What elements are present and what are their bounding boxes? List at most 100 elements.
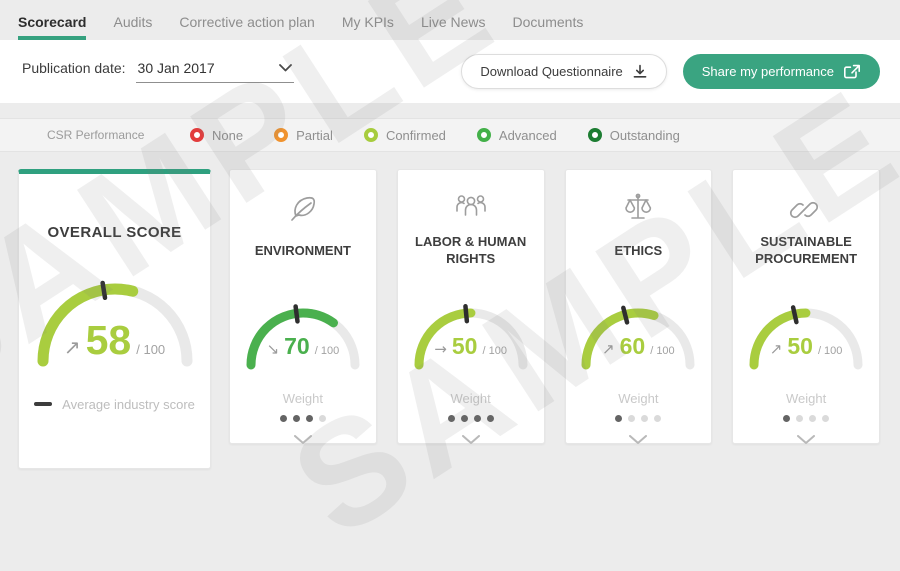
expand-card-button[interactable]: [398, 435, 544, 444]
trend-flat-icon: →: [434, 340, 447, 358]
ethics-score-value: 60: [619, 333, 646, 359]
average-industry-score-legend: Average industry score: [19, 397, 210, 412]
trend-down-icon: ↘: [266, 340, 280, 358]
overall-score-title: OVERALL SCORE: [47, 224, 182, 241]
legend-label: Advanced: [498, 127, 557, 143]
leaf-icon: [230, 189, 376, 227]
link-icon: [733, 189, 879, 227]
weight-dot: [460, 415, 468, 422]
legend-label: Partial: [296, 127, 333, 143]
publication-date-label: Publication date:: [22, 60, 126, 76]
sustainable-procurement-score-value: 50: [787, 333, 813, 359]
environment-card: ENVIRONMENT ↘ 70 / 100 Weight: [229, 169, 377, 444]
sustainable-procurement-score-denominator: / 100: [817, 345, 843, 357]
average-score-label: Average industry score: [62, 396, 195, 412]
legend-items: None Partial Confirmed Advanced Outstand…: [190, 128, 680, 143]
weight-dot: [615, 415, 623, 422]
weight-dot: [305, 415, 313, 422]
environment-title: ENVIRONMENT: [254, 242, 351, 258]
weight-dot: [641, 415, 649, 422]
labor-gauge: → 50 / 100: [409, 295, 533, 375]
tab-scorecard[interactable]: Scorecard: [18, 14, 87, 40]
ethics-score-row: ↗ 60 / 100: [576, 333, 700, 360]
share-performance-label: Share my performance: [701, 64, 834, 79]
ethics-card: ETHICS ↗ 60 / 100 Weight: [564, 169, 713, 444]
environment-score-row: ↘ 70 / 100: [241, 333, 365, 360]
legend-label: Confirmed: [385, 127, 446, 143]
partial-dot-icon: [274, 128, 289, 142]
csr-performance-legend: CSR Performance None Partial Confirmed A…: [0, 118, 900, 152]
tab-documents[interactable]: Documents: [512, 14, 584, 30]
toolbar-buttons: Download Questionnaire Share my performa…: [461, 54, 880, 89]
advanced-dot-icon: [476, 128, 491, 142]
share-performance-button[interactable]: Share my performance: [682, 54, 880, 89]
legend-title: CSR Performance: [47, 128, 145, 142]
gauge-arc: [37, 280, 193, 366]
labor-score-denominator: / 100: [482, 345, 507, 357]
sustainable-procurement-card: SUSTAINABLE PROCUREMENT ↗ 50 / 100 Weigh…: [732, 169, 880, 444]
publication-date-select[interactable]: 30 Jan 2017: [135, 60, 294, 83]
weight-dot: [292, 415, 300, 422]
weight-dots: [230, 415, 376, 422]
labor-title: LABOR & HUMAN RIGHTS: [415, 234, 527, 266]
confirmed-dot-icon: [363, 128, 378, 142]
overall-score-card: OVERALL SCORE ↗ 58 / 100 Average industr…: [18, 169, 212, 469]
legend-label: Outstanding: [609, 127, 680, 143]
sustainable-procurement-title: SUSTAINABLE PROCUREMENT: [755, 234, 858, 266]
chevron-down-icon: [293, 435, 312, 444]
weight-dot: [822, 415, 830, 422]
weight-dot: [809, 415, 817, 422]
environment-score-value: 70: [284, 333, 310, 359]
none-dot-icon: [190, 128, 204, 142]
outstanding-dot-icon: [587, 128, 602, 142]
overall-score-value: 58: [85, 316, 132, 363]
tab-my-kpis[interactable]: My KPIs: [341, 14, 394, 30]
trend-up-icon: ↗: [602, 340, 615, 358]
weight-dot: [279, 415, 287, 422]
scales-icon: [566, 189, 712, 227]
gauge-arc: [749, 305, 863, 370]
trend-up-icon: ↗: [769, 340, 783, 358]
expand-card-button[interactable]: [733, 435, 879, 444]
gauge-arc: [246, 304, 360, 370]
weight-dot: [654, 415, 662, 422]
weight-dot: [783, 415, 791, 422]
weight-dot: [628, 415, 636, 422]
legend-item-partial: Partial: [274, 128, 333, 143]
gauge-arc: [414, 304, 528, 370]
chevron-down-icon: [461, 435, 480, 444]
download-questionnaire-button[interactable]: Download Questionnaire: [461, 54, 667, 89]
download-questionnaire-label: Download Questionnaire: [480, 64, 623, 79]
tab-audits[interactable]: Audits: [113, 14, 153, 30]
weight-label: Weight: [785, 391, 827, 406]
legend-item-none: None: [190, 128, 243, 143]
weight-label: Weight: [282, 391, 324, 406]
expand-card-button[interactable]: [230, 435, 376, 444]
weight-dot: [447, 415, 455, 422]
share-icon: [844, 64, 860, 78]
toolbar: Publication date: 30 Jan 2017 Download Q…: [0, 40, 900, 103]
weight-dots: [566, 415, 712, 422]
weight-label: Weight: [450, 391, 491, 406]
weight-dot: [318, 415, 326, 422]
weight-dot: [796, 415, 804, 422]
publication-date-group: Publication date: 30 Jan 2017: [22, 60, 294, 83]
weight-label: Weight: [618, 391, 659, 406]
publication-date-value: 30 Jan 2017: [137, 60, 215, 76]
environment-gauge: ↘ 70 / 100: [241, 295, 365, 375]
weight-dots: [733, 415, 879, 422]
sustainable-procurement-score-row: ↗ 50 / 100: [744, 333, 868, 360]
environment-score-denominator: / 100: [314, 345, 340, 357]
labor-score-row: → 50 / 100: [409, 333, 533, 360]
expand-card-button[interactable]: [566, 435, 712, 444]
average-score-marker-icon: [34, 402, 53, 406]
ethics-gauge: ↗ 60 / 100: [576, 295, 700, 375]
legend-item-outstanding: Outstanding: [587, 127, 680, 143]
overall-score-gauge: ↗ 58 / 100: [30, 265, 200, 371]
tab-live-news[interactable]: Live News: [420, 14, 486, 30]
score-cards-row: OVERALL SCORE ↗ 58 / 100 Average industr…: [0, 169, 900, 469]
weight-dots: [398, 415, 544, 422]
overall-score-denominator: / 100: [136, 341, 166, 357]
people-icon: [398, 189, 544, 227]
tab-corrective-action-plan[interactable]: Corrective action plan: [179, 14, 315, 30]
